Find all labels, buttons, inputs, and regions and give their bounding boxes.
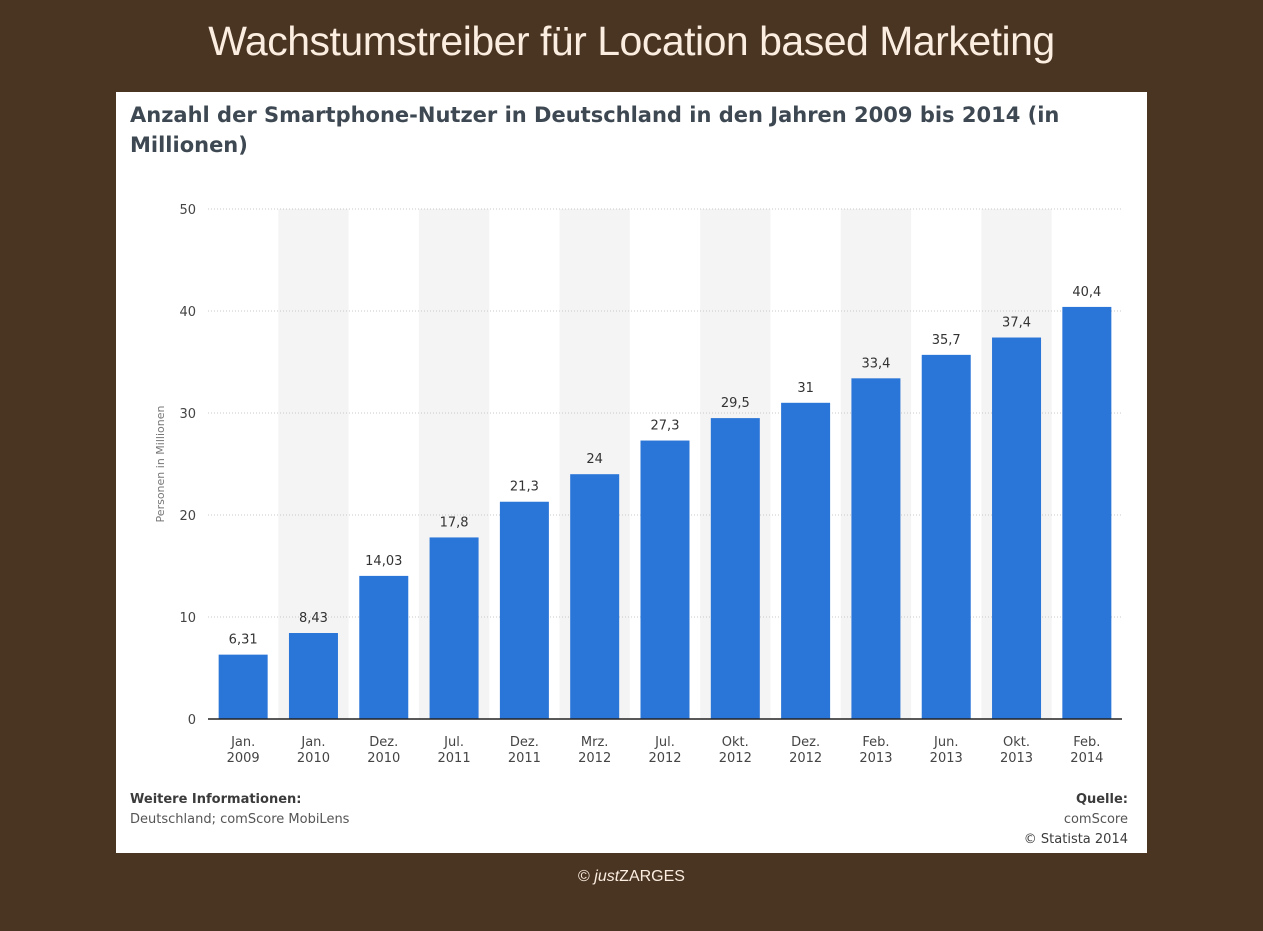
bar xyxy=(499,501,549,719)
x-tick-label: Mrz. xyxy=(581,735,609,750)
value-label: 24 xyxy=(586,452,603,467)
value-label: 8,43 xyxy=(299,611,328,626)
bar xyxy=(710,418,760,719)
value-label: 21,3 xyxy=(510,480,539,495)
chart-title: Anzahl der Smartphone-Nutzer in Deutschl… xyxy=(130,103,1060,157)
x-tick-label: 2012 xyxy=(578,751,611,766)
value-label: 31 xyxy=(797,381,814,396)
y-axis-label: Personen in Millionen xyxy=(154,406,167,523)
value-label: 37,4 xyxy=(1002,316,1031,331)
bar xyxy=(640,440,690,719)
x-tick-label: Jul. xyxy=(443,735,464,750)
source-heading: Quelle: xyxy=(1075,792,1128,807)
y-tick-label: 0 xyxy=(188,713,196,728)
x-tick-label: 2011 xyxy=(508,751,541,766)
y-tick-label: 50 xyxy=(179,203,196,218)
value-label: 17,8 xyxy=(440,515,469,530)
x-tick-label: Okt. xyxy=(722,735,749,750)
value-label: 29,5 xyxy=(721,396,750,411)
y-tick-label: 40 xyxy=(179,305,196,320)
value-label: 27,3 xyxy=(651,419,680,434)
x-tick-label: 2011 xyxy=(438,751,471,766)
x-tick-label: Jan. xyxy=(230,735,255,750)
footer-copyright: © justZARGES xyxy=(0,868,1263,886)
x-tick-label: 2012 xyxy=(719,751,752,766)
value-label: 14,03 xyxy=(365,554,402,569)
info-text: Deutschland; comScore MobiLens xyxy=(130,812,350,827)
x-tick-label: 2012 xyxy=(789,751,822,766)
bar xyxy=(1062,306,1112,719)
chart-card: Anzahl der Smartphone-Nutzer in Deutschl… xyxy=(116,92,1147,853)
bar xyxy=(992,337,1042,719)
x-tick-label: 2014 xyxy=(1070,751,1103,766)
y-tick-label: 20 xyxy=(179,509,196,524)
footer-prefix: © xyxy=(578,868,595,885)
y-tick-label: 30 xyxy=(179,407,196,422)
slide-title: Wachstumstreiber für Location based Mark… xyxy=(208,18,1055,64)
x-tick-label: Dez. xyxy=(791,735,820,750)
bar xyxy=(359,575,409,719)
x-tick-label: Dez. xyxy=(510,735,539,750)
bar xyxy=(570,474,620,719)
bar xyxy=(851,378,901,719)
bar xyxy=(218,654,268,719)
x-tick-label: 2013 xyxy=(930,751,963,766)
x-tick-label: Okt. xyxy=(1003,735,1030,750)
x-tick-label: Dez. xyxy=(369,735,398,750)
statista-copyright: © Statista 2014 xyxy=(1023,832,1128,847)
x-tick-label: 2009 xyxy=(227,751,260,766)
value-label: 35,7 xyxy=(932,333,961,348)
bar-chart: 0 10 20 30 40 50 Personen in Millionen 6,31 Jan.… xyxy=(154,203,1122,766)
x-tick-label: 2013 xyxy=(1000,751,1033,766)
bar xyxy=(921,354,971,719)
x-tick-label: Jun. xyxy=(933,735,958,750)
bar xyxy=(429,537,479,719)
value-label: 6,31 xyxy=(229,633,258,648)
x-tick-label: Feb. xyxy=(862,735,889,750)
x-tick-label: Jan. xyxy=(300,735,325,750)
footer-italic: just xyxy=(594,868,620,885)
bar xyxy=(288,633,338,719)
source-text: comScore xyxy=(1063,812,1128,827)
footer-brand: ZARGES xyxy=(619,868,685,885)
x-tick-label: 2010 xyxy=(297,751,330,766)
x-tick-label: Jul. xyxy=(654,735,675,750)
bar xyxy=(781,402,831,719)
y-tick-label: 10 xyxy=(179,611,196,626)
x-tick-label: Feb. xyxy=(1073,735,1100,750)
info-heading: Weitere Informationen: xyxy=(130,792,302,807)
x-tick-label: 2013 xyxy=(859,751,892,766)
value-label: 33,4 xyxy=(861,356,890,371)
x-tick-label: 2010 xyxy=(367,751,400,766)
x-tick-label: 2012 xyxy=(648,751,681,766)
value-label: 40,4 xyxy=(1072,285,1101,300)
